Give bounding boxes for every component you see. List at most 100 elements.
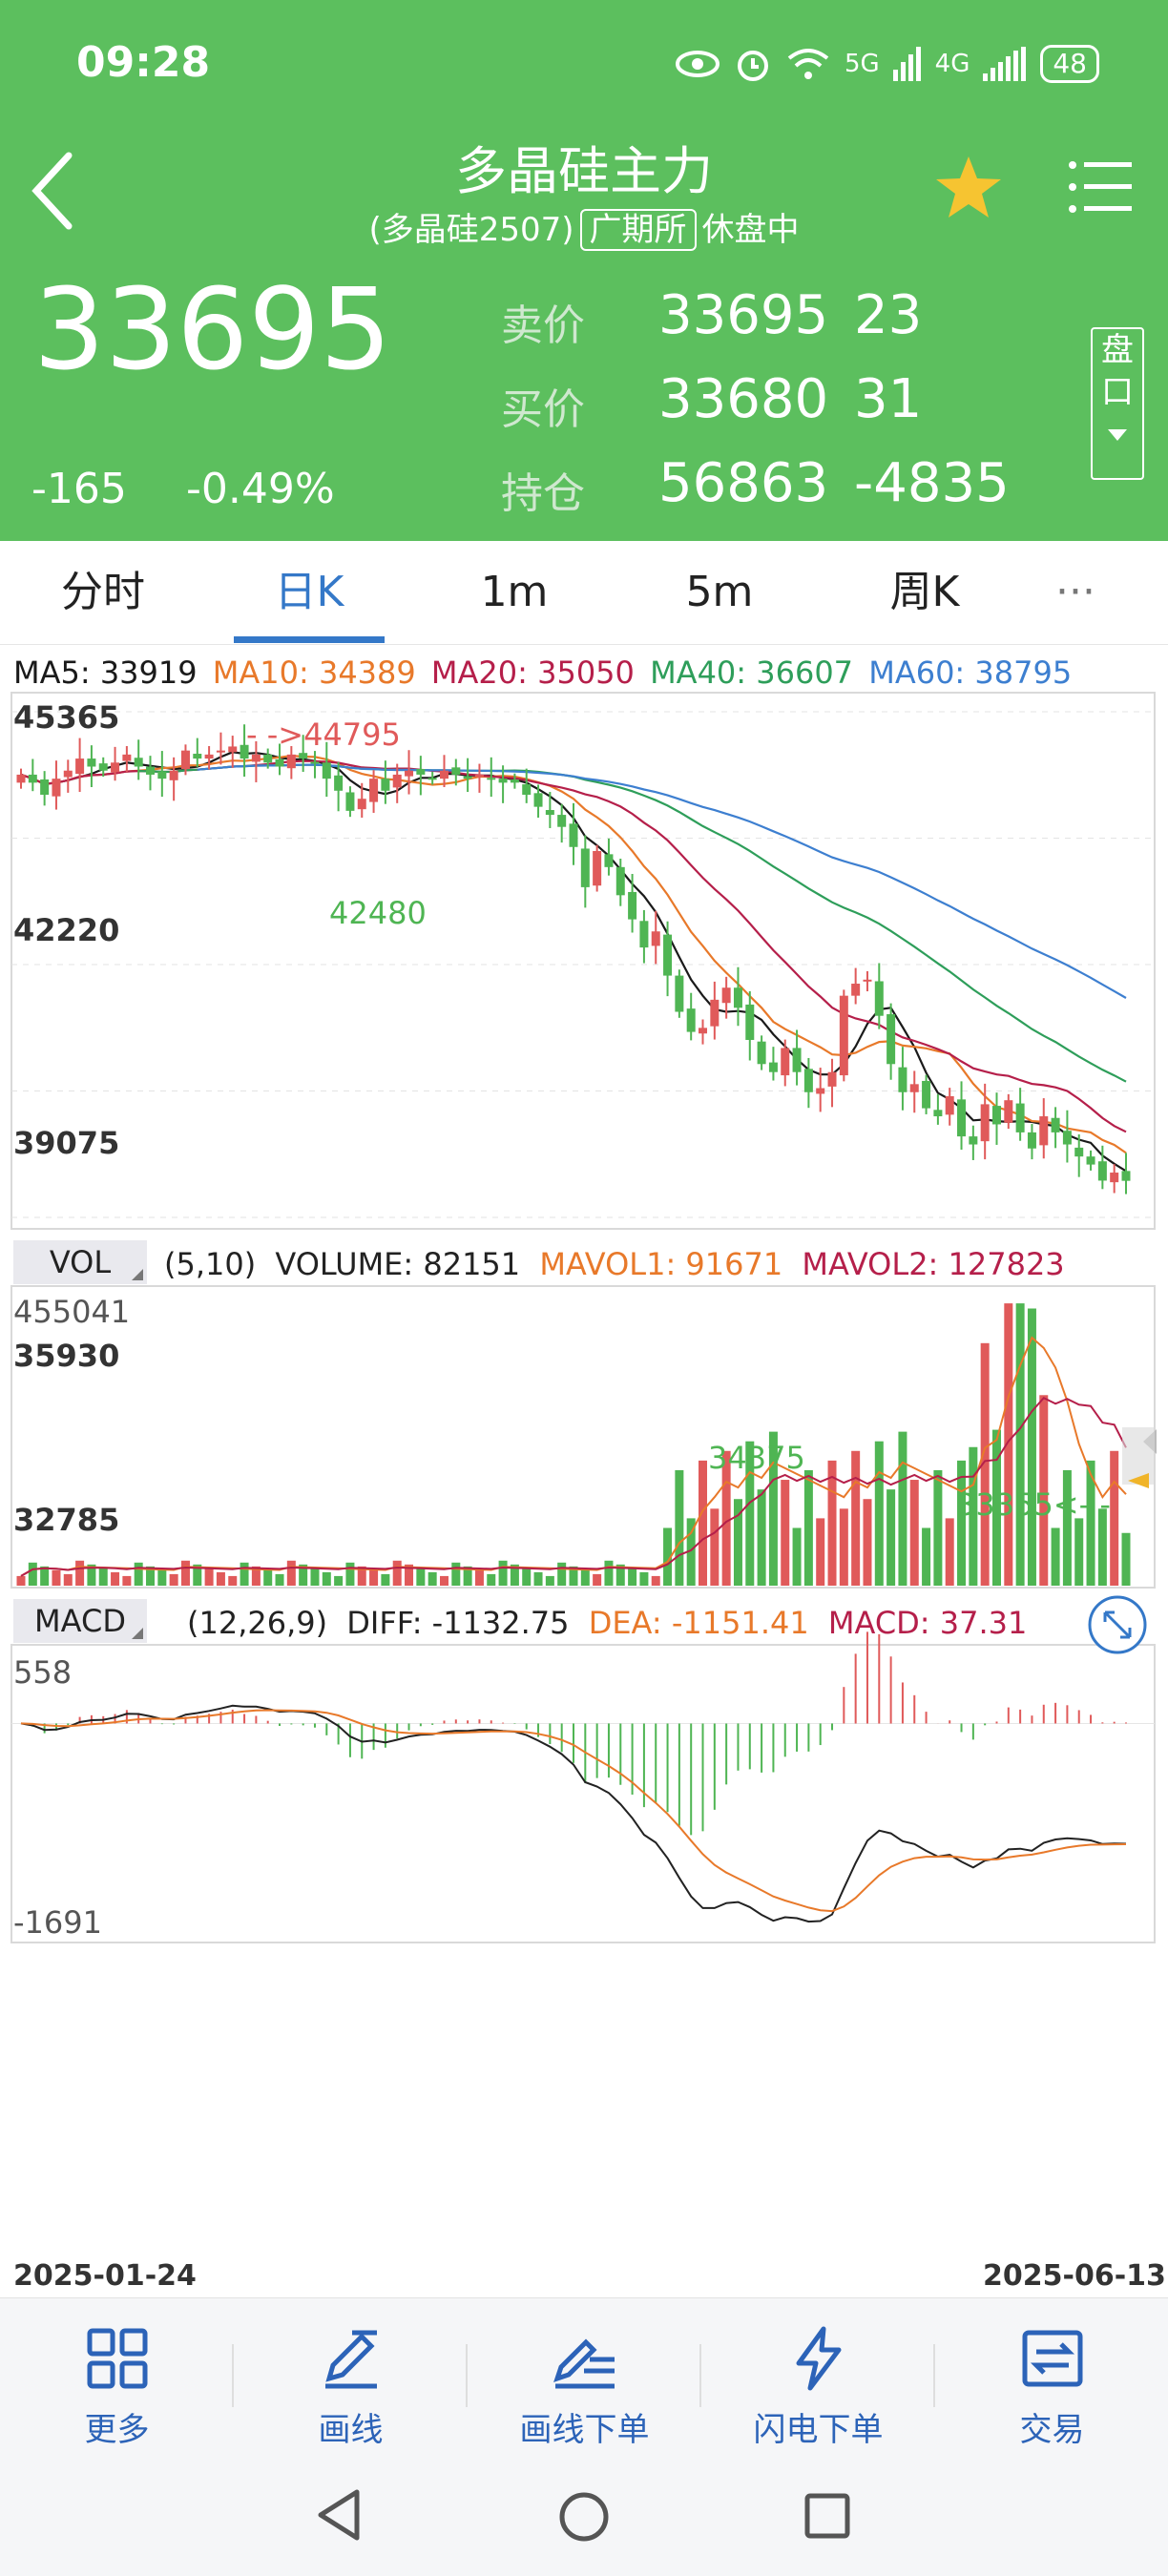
- pen-line-icon: [324, 2330, 377, 2389]
- price-grid: [11, 711, 1155, 1218]
- favorite-star-icon[interactable]: [933, 153, 1004, 223]
- dea-line: [20, 1709, 1127, 1913]
- open-interest-value: 56863: [658, 452, 829, 514]
- chart-canvas: [10, 692, 1157, 1943]
- volume-bar: [898, 1431, 907, 1586]
- volume-indicator-selector[interactable]: VOL: [13, 1240, 147, 1284]
- price-axis-label: 42220: [13, 912, 120, 948]
- candle-body: [1051, 1117, 1060, 1132]
- draw-line-button[interactable]: 画线: [234, 2298, 468, 2453]
- volume-bar: [322, 1571, 331, 1586]
- macd-params: (12,26,9): [187, 1605, 328, 1641]
- candle-body: [886, 1014, 896, 1065]
- current-price-marker: [1128, 1473, 1149, 1488]
- volume-bar: [75, 1560, 85, 1586]
- period-tabs: 分时 日K 1m 5m 周K ···: [0, 541, 1168, 645]
- candle-body: [216, 750, 225, 753]
- volume-bar: [886, 1489, 896, 1586]
- candle-body: [263, 754, 273, 763]
- battery-icon: 48: [1040, 45, 1099, 83]
- date-end: 2025-06-13: [983, 2259, 1166, 2293]
- candle-body: [40, 779, 50, 795]
- volume-bar: [816, 1518, 825, 1586]
- candle-body: [428, 778, 437, 780]
- tab-5m[interactable]: 5m: [685, 568, 754, 616]
- volume-bar: [957, 1460, 967, 1586]
- draw-line-order-button[interactable]: 画线下单: [468, 2298, 701, 2453]
- divider: [933, 2344, 935, 2407]
- candle-body: [909, 1084, 919, 1092]
- candle-body: [240, 744, 249, 759]
- volume-bars: [16, 1303, 1131, 1586]
- open-interest-label: 持仓: [501, 469, 585, 518]
- macd-axis-label: -1691: [13, 1904, 102, 1941]
- tab-daily-k[interactable]: 日K: [274, 568, 344, 616]
- back-arrow-icon[interactable]: [29, 148, 76, 234]
- volume-bar: [451, 1562, 461, 1586]
- menu-icon[interactable]: [1067, 157, 1134, 217]
- tab-1m[interactable]: 1m: [480, 568, 549, 616]
- dea-value: DEA: -1151.41: [588, 1605, 809, 1641]
- volume-bar: [310, 1568, 320, 1586]
- candle-body: [463, 776, 472, 779]
- candle-body: [28, 774, 37, 783]
- tab-weekly-k[interactable]: 周K: [889, 568, 960, 616]
- volume-bar: [768, 1431, 778, 1586]
- volume-bar: [193, 1564, 202, 1586]
- volume-bar: [40, 1566, 50, 1586]
- more-tabs-button[interactable]: ···: [1055, 568, 1095, 616]
- candle-body: [193, 754, 202, 759]
- more-button[interactable]: 更多: [0, 2298, 234, 2453]
- signal-bars-icon: [983, 47, 1027, 81]
- wifi-icon: [787, 49, 829, 79]
- diff-value: DIFF: -1132.75: [346, 1605, 570, 1641]
- volume-bar: [228, 1575, 238, 1586]
- volume-bar: [663, 1527, 673, 1586]
- candle-body: [781, 1048, 790, 1076]
- fullscreen-icon[interactable]: [1086, 1593, 1149, 1656]
- candle-body: [827, 1071, 837, 1087]
- candle-body: [275, 758, 284, 767]
- volume-bar: [439, 1575, 448, 1586]
- candle-body: [980, 1104, 990, 1142]
- candle-body: [157, 771, 167, 779]
- volume-bar: [545, 1575, 554, 1586]
- candle-body: [180, 750, 190, 770]
- volume-bar: [686, 1518, 696, 1586]
- eye-icon: [675, 51, 720, 77]
- candle-body: [474, 774, 484, 778]
- candle-body: [322, 762, 331, 779]
- volume-bar: [615, 1564, 625, 1586]
- nav-home-icon[interactable]: [557, 2490, 611, 2544]
- page-title: 多晶硅主力: [455, 141, 713, 201]
- mavol1-value: MAVOL1: 91671: [539, 1246, 783, 1282]
- more-label: 更多: [84, 2411, 150, 2449]
- ma60-value: MA60: 38795: [868, 654, 1073, 691]
- flash-order-button[interactable]: 闪电下单: [701, 2298, 935, 2453]
- macd-lines: [20, 1704, 1127, 1923]
- lightning-icon: [796, 2326, 841, 2391]
- candle-body: [439, 770, 448, 779]
- volume-bar: [204, 1568, 214, 1586]
- nav-back-icon[interactable]: [315, 2488, 363, 2542]
- ma60-line: [197, 763, 1127, 999]
- kline-chart-area[interactable]: MA5: 33919 MA10: 34389 MA20: 35050 MA40:…: [0, 645, 1168, 2296]
- volume-bar: [134, 1562, 143, 1586]
- order-book-toggle[interactable]: 盘 口: [1091, 327, 1144, 480]
- candle-body: [545, 810, 554, 816]
- volume-bar: [874, 1441, 884, 1586]
- volume-bar: [240, 1562, 249, 1586]
- candle-body: [593, 850, 602, 886]
- volume-bar: [381, 1573, 390, 1586]
- candle-body: [228, 746, 238, 753]
- candle-body: [204, 754, 214, 759]
- volume-bar: [63, 1573, 73, 1586]
- tab-intraday[interactable]: 分时: [61, 568, 145, 616]
- ma10-line: [20, 754, 1127, 1154]
- trade-button[interactable]: 交易: [935, 2298, 1168, 2453]
- nav-recents-icon[interactable]: [803, 2492, 851, 2540]
- candle-body: [686, 1008, 696, 1032]
- volume-bar: [675, 1469, 684, 1586]
- ask-volume: 23: [854, 284, 923, 346]
- macd-indicator-selector[interactable]: MACD: [13, 1599, 147, 1643]
